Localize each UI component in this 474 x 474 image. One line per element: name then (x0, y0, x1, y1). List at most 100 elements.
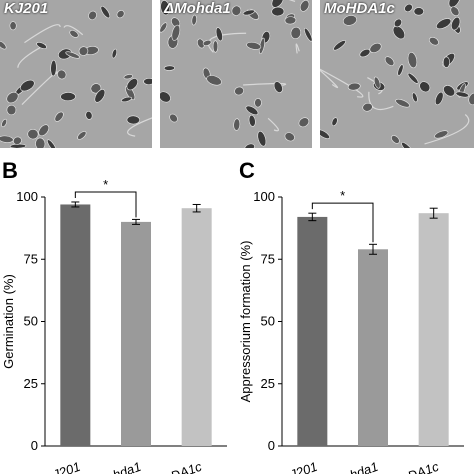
spore (434, 91, 444, 106)
bar (297, 216, 328, 446)
spore (160, 22, 168, 33)
germination-chart: B 0 25 50 75 100 Germination (%) J201 hda1 DA1c * (1, 158, 227, 474)
spore (369, 42, 382, 53)
spore (304, 27, 312, 42)
spore (0, 135, 14, 143)
spore (234, 86, 244, 96)
bar (418, 213, 449, 446)
spore (126, 78, 138, 91)
spore (171, 24, 181, 41)
spore (442, 56, 450, 68)
spore (271, 0, 284, 8)
hypha (267, 117, 279, 132)
panel-label-kj201: KJ201 (4, 0, 49, 17)
hypha (127, 117, 152, 137)
spore (35, 137, 46, 148)
spore (54, 111, 64, 122)
spore (13, 136, 22, 145)
bar (121, 221, 151, 446)
hypha (295, 43, 300, 54)
spore (60, 92, 76, 102)
y-tick-label: 0 (268, 438, 275, 453)
hypha (21, 71, 58, 105)
spore (245, 105, 259, 116)
x-tick-label: DA1c (406, 459, 441, 474)
hypha (63, 25, 84, 36)
spore (443, 85, 456, 97)
spore (6, 91, 19, 104)
y-tick-label: 25 (261, 376, 275, 391)
hypha (24, 24, 61, 44)
panel-label-mohda1: ΔMohda1 (164, 0, 231, 17)
spore (169, 113, 178, 123)
spore (320, 129, 330, 139)
y-axis-label: Appressorium formation (%) (238, 241, 253, 403)
spore (202, 39, 212, 46)
micrograph-image (160, 0, 312, 148)
spore (212, 40, 219, 53)
spore (397, 64, 404, 76)
spore (413, 7, 425, 16)
spore (290, 26, 302, 40)
significance-bracket (74, 191, 137, 218)
spore (78, 46, 89, 56)
spore (451, 16, 461, 31)
spore (391, 135, 400, 144)
spore (57, 69, 67, 80)
spore (393, 18, 403, 28)
spore (20, 79, 35, 92)
spore (419, 81, 431, 93)
x-tick-label: hda1 (111, 459, 143, 474)
spore (244, 143, 255, 148)
spore (1, 118, 7, 128)
bar (60, 204, 91, 446)
panel-label: B (2, 158, 18, 183)
spore (407, 52, 418, 69)
spore (299, 0, 310, 12)
spore (428, 36, 439, 46)
spore (384, 56, 395, 66)
spore (38, 124, 50, 137)
significance-bracket (311, 202, 374, 243)
spore (246, 41, 262, 50)
spore (9, 21, 17, 31)
x-tick-label: J201 (287, 459, 320, 474)
spore (36, 42, 47, 49)
hypha (424, 114, 470, 145)
spore (248, 114, 256, 127)
y-tick-label: 75 (24, 251, 38, 266)
spore (404, 3, 413, 13)
spore (191, 14, 197, 26)
spore (373, 76, 381, 89)
micrograph-mohda1: ΔMohda1 (160, 0, 312, 148)
spore (401, 142, 414, 148)
spore (359, 48, 371, 58)
spore (116, 10, 125, 19)
hypha (368, 91, 394, 111)
spore (47, 139, 57, 148)
spore (121, 96, 132, 103)
x-tick-label: J201 (50, 459, 83, 474)
spore (362, 102, 373, 112)
spore (257, 130, 267, 147)
y-axis-label: Germination (%) (1, 274, 16, 369)
x-tick-label: DA1c (169, 459, 204, 474)
spore (450, 6, 460, 17)
spore (254, 98, 262, 108)
spore (88, 10, 97, 21)
spore (0, 41, 7, 50)
spore (411, 92, 418, 103)
hypha (207, 32, 247, 53)
spore (233, 118, 241, 131)
micrograph-mohda1c: MoHDA1c (320, 0, 474, 148)
y-tick-label: 100 (16, 189, 38, 204)
y-tick-label: 50 (261, 314, 275, 329)
spore (392, 25, 406, 40)
spore (206, 75, 222, 86)
spore (160, 91, 171, 103)
spore (163, 65, 176, 71)
y-tick-label: 25 (24, 376, 38, 391)
spore (69, 30, 79, 38)
y-tick-label: 75 (261, 251, 275, 266)
spore (111, 48, 118, 59)
